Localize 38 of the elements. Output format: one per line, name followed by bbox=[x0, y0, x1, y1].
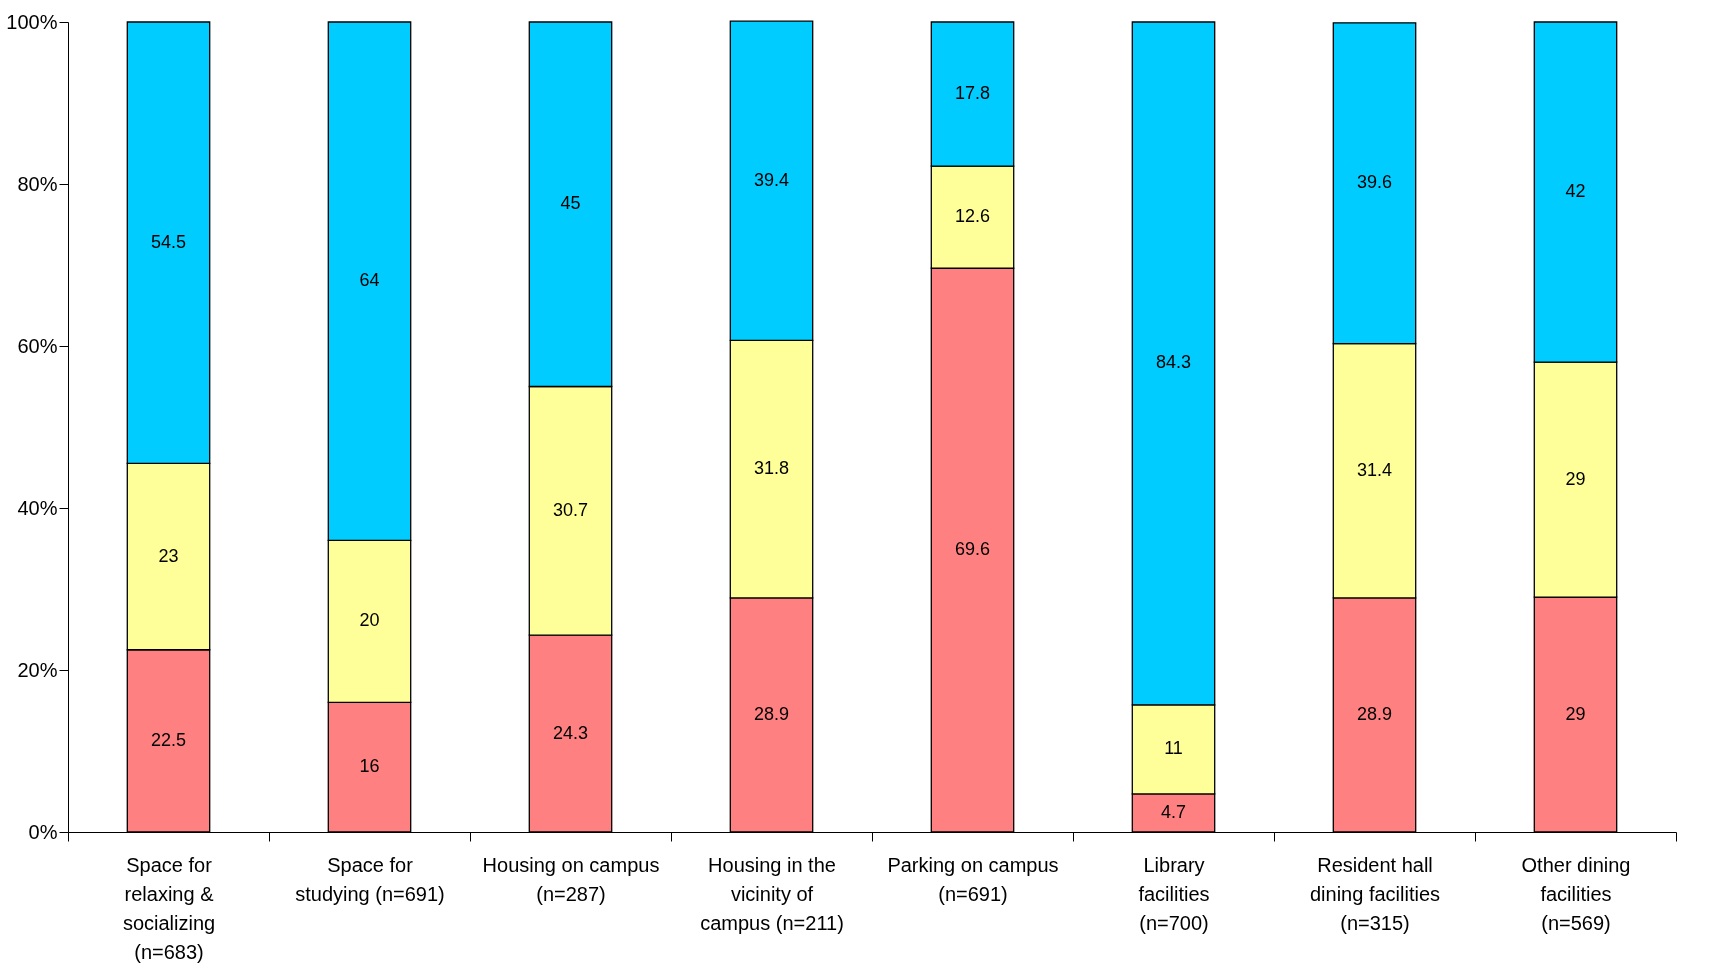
y-tick-label: 40% bbox=[17, 496, 58, 519]
x-tick-label: Other dining facilities (n=569) bbox=[1521, 853, 1631, 934]
data-label: 20 bbox=[359, 610, 380, 631]
data-label: 17.8 bbox=[954, 83, 991, 104]
y-tick-label: 60% bbox=[17, 334, 58, 357]
data-label: 12.6 bbox=[954, 206, 991, 227]
data-label: 64 bbox=[359, 270, 380, 291]
x-tick-label: Housing on campus (n=287) bbox=[482, 853, 660, 905]
data-label: 30.7 bbox=[552, 499, 589, 520]
data-label: 28.9 bbox=[1356, 703, 1393, 724]
data-label: 42 bbox=[1565, 181, 1586, 202]
data-label: 29 bbox=[1565, 468, 1586, 489]
x-tick-label: Space for studying (n=691) bbox=[295, 853, 445, 905]
data-label: 31.4 bbox=[1356, 459, 1393, 480]
data-label: 39.6 bbox=[1356, 172, 1393, 193]
x-tick-label: Housing in the vicinity of campus (n=211) bbox=[700, 853, 844, 934]
y-tick-label: 0% bbox=[28, 820, 58, 843]
x-tick-label: Space for relaxing & socializing (n=683) bbox=[122, 853, 216, 963]
data-label: 84.3 bbox=[1155, 352, 1192, 373]
data-label: 39.4 bbox=[753, 169, 790, 190]
y-tick-label: 100% bbox=[6, 10, 58, 33]
data-label: 29 bbox=[1565, 703, 1586, 724]
x-tick-label: Resident hall dining facilities (n=315) bbox=[1309, 853, 1441, 934]
data-label: 11 bbox=[1164, 738, 1183, 759]
data-label: 24.3 bbox=[552, 722, 589, 743]
data-label: 28.9 bbox=[753, 703, 790, 724]
data-label: 22.5 bbox=[150, 729, 187, 750]
x-tick-label: Parking on campus (n=691) bbox=[887, 853, 1059, 905]
data-label: 31.8 bbox=[753, 458, 790, 479]
data-label: 45 bbox=[560, 193, 581, 214]
data-label: 69.6 bbox=[954, 539, 991, 560]
y-tick-label: 20% bbox=[17, 658, 58, 681]
data-label: 54.5 bbox=[150, 231, 187, 252]
data-label: 23 bbox=[158, 545, 179, 566]
data-label: 16 bbox=[359, 756, 380, 777]
y-tick-label: 80% bbox=[17, 172, 58, 195]
x-tick-label: Library facilities (n=700) bbox=[1138, 853, 1210, 934]
data-label: 4.7 bbox=[1160, 801, 1187, 822]
